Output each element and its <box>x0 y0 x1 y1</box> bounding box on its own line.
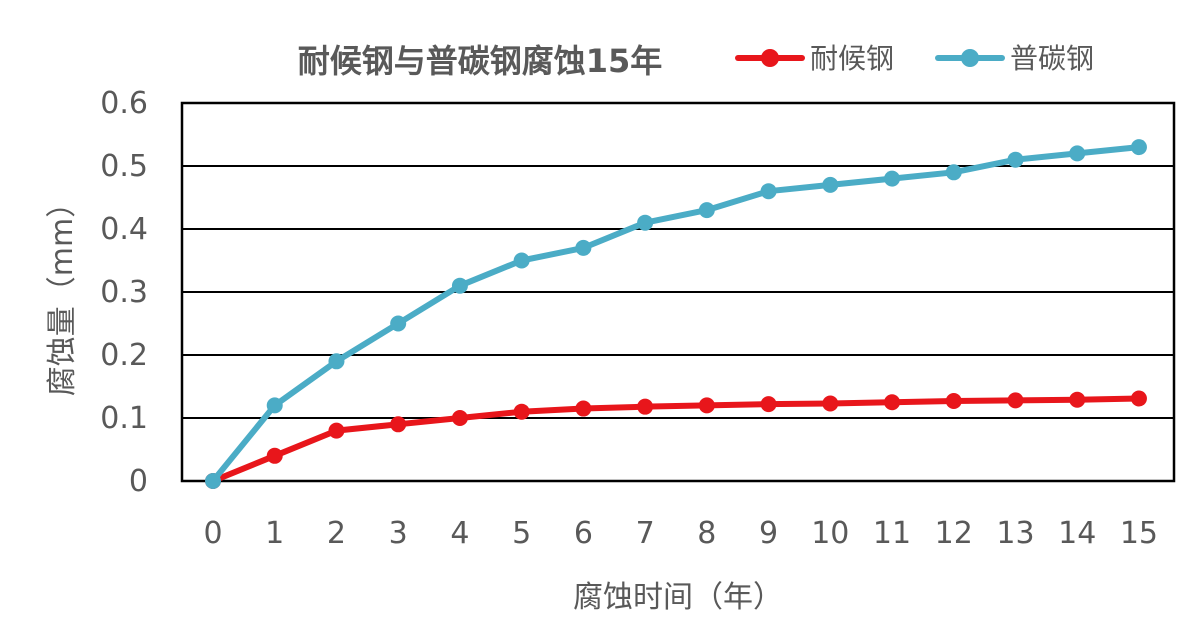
y-tick-label: 0.5 <box>100 149 148 184</box>
data-point <box>760 396 777 413</box>
data-point <box>205 473 221 489</box>
data-point <box>698 397 715 414</box>
x-tick-label: 0 <box>203 516 222 551</box>
data-point <box>698 202 715 219</box>
legend-item: 耐候钢 <box>735 42 894 75</box>
x-tick-label: 12 <box>935 516 973 551</box>
data-point <box>266 447 283 464</box>
legend-label: 普碳钢 <box>1010 42 1094 75</box>
series-line <box>210 395 1142 484</box>
x-tick-label: 15 <box>1120 516 1158 551</box>
data-point <box>390 315 407 332</box>
series-group <box>205 139 1147 489</box>
data-point <box>451 277 468 294</box>
x-tick-label: 7 <box>636 516 655 551</box>
x-tick-label: 11 <box>873 516 911 551</box>
x-tick-label: 3 <box>389 516 408 551</box>
legend-swatch-marker <box>761 49 779 67</box>
y-tick-label: 0.4 <box>100 212 148 247</box>
x-tick-label: 14 <box>1058 516 1096 551</box>
x-tick-label: 2 <box>327 516 346 551</box>
series-2 <box>205 139 1147 489</box>
data-point <box>760 183 777 200</box>
chart-title: 耐候钢与普碳钢腐蚀15年 <box>298 42 663 80</box>
data-point <box>822 395 839 412</box>
data-point <box>1130 390 1147 407</box>
data-point <box>884 394 901 411</box>
y-axis-label: 腐蚀量（mm） <box>45 188 80 396</box>
x-axis-ticks: 0 1 2 3 4 5 6 7 8 9 10 11 12 13 14 15 <box>203 516 1158 551</box>
plot-area-frame <box>180 101 1176 483</box>
data-point <box>1130 139 1147 156</box>
legend-label: 耐候钢 <box>810 42 894 75</box>
legend-item: 普碳钢 <box>935 42 1094 75</box>
x-tick-label: 6 <box>574 516 593 551</box>
x-tick-label: 5 <box>512 516 531 551</box>
data-point <box>1069 145 1086 162</box>
data-point <box>1007 151 1024 168</box>
data-point <box>822 176 839 193</box>
y-tick-label: 0.1 <box>100 401 148 436</box>
data-point <box>637 214 654 231</box>
legend-swatch-marker <box>961 49 979 67</box>
x-tick-label: 1 <box>265 516 284 551</box>
y-axis-ticks: 0 0.1 0.2 0.3 0.4 0.5 0.6 <box>100 86 148 499</box>
y-tick-label: 0.3 <box>100 275 148 310</box>
data-point <box>945 164 962 181</box>
data-point <box>513 252 530 269</box>
x-tick-label: 8 <box>697 516 716 551</box>
data-point <box>575 400 592 417</box>
x-tick-label: 4 <box>450 516 469 551</box>
data-point <box>328 353 345 370</box>
data-point <box>575 239 592 256</box>
legend: 耐候钢 普碳钢 <box>735 42 1094 75</box>
y-tick-label: 0.6 <box>100 86 148 121</box>
series-1 <box>205 390 1147 489</box>
x-axis-label: 腐蚀时间（年） <box>573 580 783 615</box>
gridlines <box>182 165 1174 419</box>
x-tick-label: 10 <box>811 516 849 551</box>
data-point <box>945 392 962 409</box>
data-point <box>266 397 283 414</box>
data-point <box>1069 391 1086 408</box>
data-point <box>451 410 468 426</box>
y-tick-label: 0.2 <box>100 338 148 373</box>
x-tick-label: 13 <box>996 516 1034 551</box>
data-point <box>637 398 654 415</box>
data-point <box>1007 392 1024 409</box>
data-point <box>328 422 345 439</box>
series-line <box>210 144 1142 484</box>
y-tick-label: 0 <box>129 464 148 499</box>
x-tick-label: 9 <box>759 516 778 551</box>
data-point <box>513 403 530 420</box>
data-point <box>390 416 407 433</box>
data-point <box>884 170 901 187</box>
